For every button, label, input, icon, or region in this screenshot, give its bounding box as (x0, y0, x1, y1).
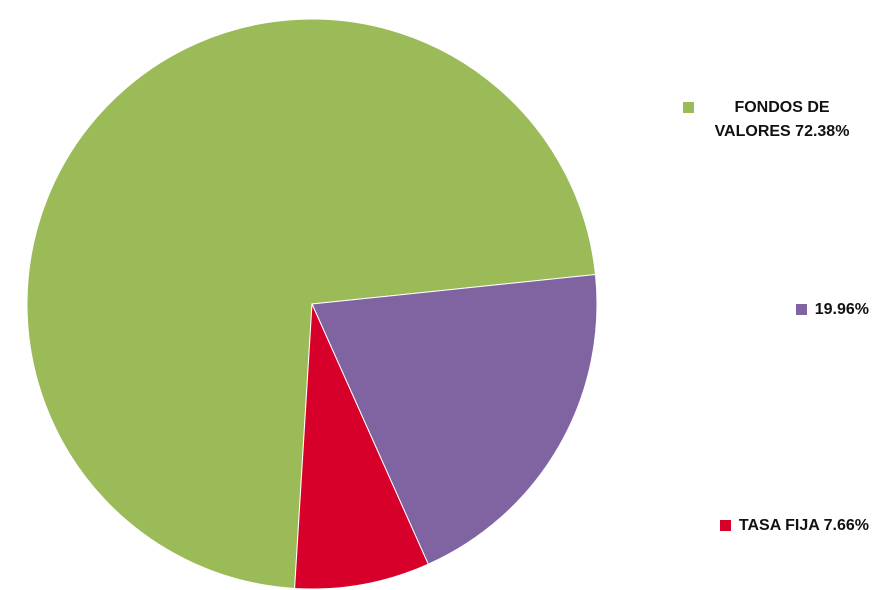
pie-slice-purple (311, 273, 598, 565)
legend-item-tasa-fija: TASA FIJA 7.66% (719, 514, 869, 538)
legend-swatch-purple (795, 304, 807, 315)
legend-item-fondos-de-valores: FONDOS DE VALORES 72.38% (683, 96, 869, 144)
legend-label-purple: 19.96% (814, 301, 869, 318)
pie-slices (26, 18, 598, 590)
pie-slice-tasa-fija (294, 303, 429, 590)
legend-swatch-green (683, 102, 694, 113)
legend-label-tasa-fija: TASA FIJA 7.66% (738, 517, 869, 534)
pie-slice-fondos-de-valores (26, 18, 597, 589)
legend-label-fondos-de-valores: FONDOS DE VALORES 72.38% (714, 99, 850, 140)
legend-item-purple: 19.96% (795, 298, 869, 322)
legend-swatch-red (719, 520, 731, 531)
